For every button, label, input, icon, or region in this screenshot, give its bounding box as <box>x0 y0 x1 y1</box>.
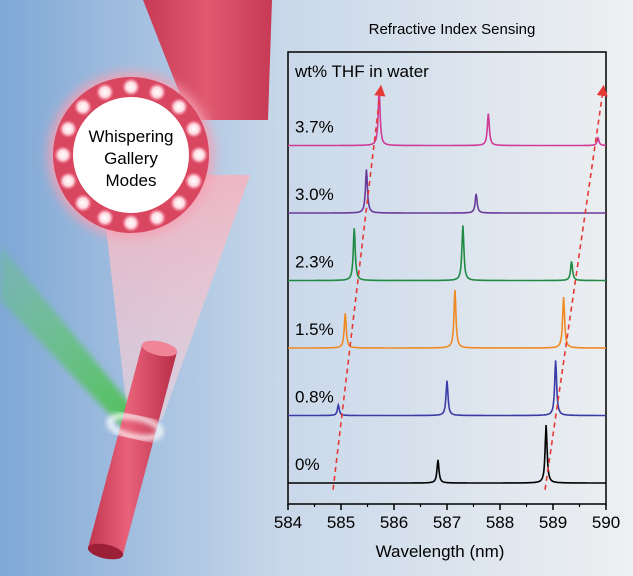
shift-arrow <box>544 84 608 490</box>
spectrum-trace <box>288 289 606 349</box>
ring-spot <box>170 194 189 213</box>
x-tick-label: 590 <box>592 513 620 532</box>
ring-label-line-1: Whispering <box>88 127 173 146</box>
series-labels: 0% 0.8% 1.5% 2.3% 3.0% 3.7% <box>295 118 334 475</box>
ring-label-line-3: Modes <box>105 171 156 190</box>
spectrum-trace <box>288 424 606 484</box>
x-tick-label: 584 <box>274 513 302 532</box>
spectrum-trace <box>288 90 606 147</box>
ring-spot <box>59 172 78 191</box>
ring-spot <box>148 208 167 227</box>
x-tick-label: 587 <box>433 513 461 532</box>
spectrum-trace <box>288 169 606 214</box>
x-tick-label: 588 <box>486 513 514 532</box>
ring-spot <box>190 146 208 164</box>
x-tick-label: 585 <box>327 513 355 532</box>
legend-title: wt% THF in water <box>294 62 429 81</box>
whispering-gallery-ring <box>49 73 213 237</box>
ring-spot <box>73 97 92 116</box>
series-label: 3.0% <box>295 185 334 204</box>
chart-title: Refractive Index Sensing <box>369 21 536 38</box>
series-label: 0.8% <box>295 388 334 407</box>
ring-spot <box>184 172 203 191</box>
ring-spot <box>148 83 167 102</box>
x-tick-label: 589 <box>539 513 567 532</box>
ring-mode-spots <box>54 78 208 232</box>
series-label: 2.3% <box>295 253 334 272</box>
microrod <box>87 340 178 560</box>
ring-label-line-2: Gallery <box>104 149 158 168</box>
illustration: Whispering Gallery Modes <box>0 0 272 560</box>
chart: Refractive Index Sensing wt% THF in wate… <box>274 21 620 561</box>
ring-spot <box>59 119 78 138</box>
spectrum-trace <box>288 360 606 417</box>
series-label: 0% <box>295 455 320 474</box>
ring-spot <box>95 83 114 102</box>
spectrum-trace <box>288 225 606 282</box>
spectra <box>288 90 606 484</box>
x-axis-ticks <box>287 504 607 510</box>
rod-mode-glow <box>106 413 164 441</box>
ring-spot <box>184 119 203 138</box>
series-label: 3.7% <box>295 118 334 137</box>
x-axis-label: Wavelength (nm) <box>376 542 505 561</box>
ring-label: Whispering Gallery Modes <box>88 127 173 190</box>
laser-beam <box>143 0 272 120</box>
ring-spot <box>122 78 140 96</box>
series-label: 1.5% <box>295 320 334 339</box>
ring-spot <box>73 194 92 213</box>
ring-spot <box>170 97 189 116</box>
ring-spot <box>95 208 114 227</box>
shift-arrow <box>332 84 386 490</box>
ring-spot <box>54 146 72 164</box>
green-excitation-beam <box>0 245 135 430</box>
x-axis-tick-labels: 584 585 586 587 588 589 590 <box>274 513 620 532</box>
x-tick-label: 586 <box>380 513 408 532</box>
ring-spot <box>122 214 140 232</box>
shift-arrows <box>332 84 608 490</box>
